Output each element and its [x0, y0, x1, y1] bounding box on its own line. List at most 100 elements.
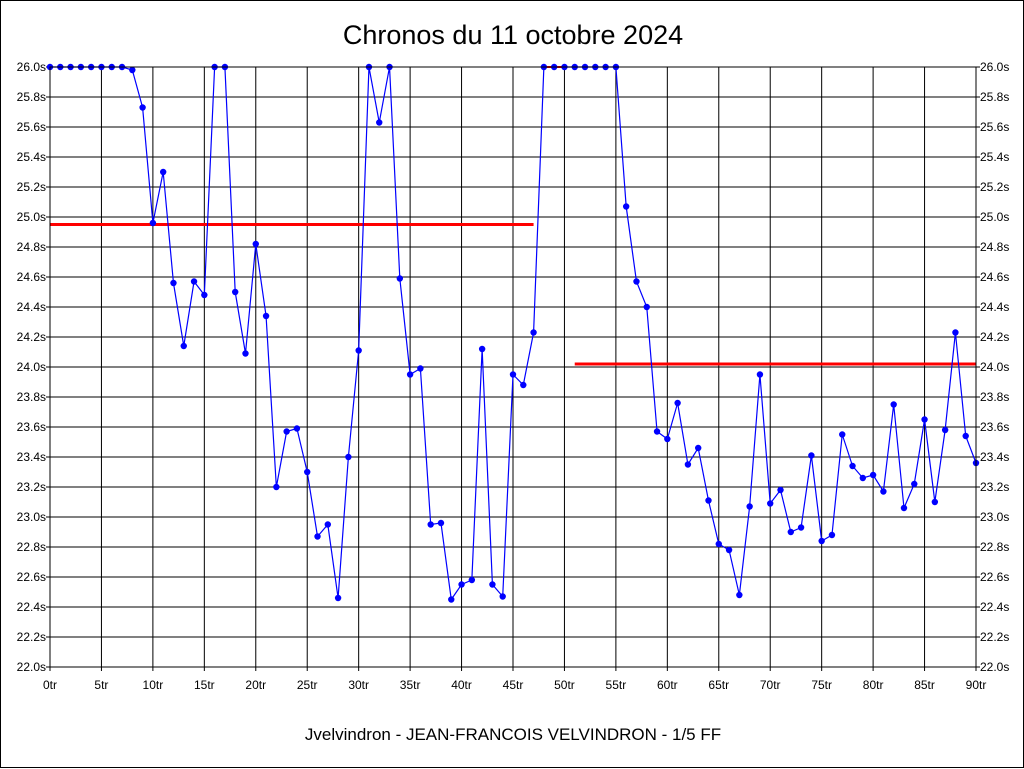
- data-point: [324, 521, 331, 528]
- data-point: [345, 453, 352, 461]
- y-tick-label-left: 22.4s: [17, 600, 46, 614]
- data-point: [334, 594, 342, 602]
- data-point: [437, 519, 445, 527]
- data-point: [921, 416, 928, 423]
- y-tick-label-right: 24.4s: [980, 300, 1009, 314]
- data-point: [499, 593, 506, 600]
- y-tick-label-right: 22.6s: [980, 570, 1009, 584]
- x-tick-label: 55tr: [606, 678, 627, 692]
- data-point: [520, 381, 527, 389]
- y-tick-label-left: 24.6s: [17, 270, 46, 284]
- data-point: [684, 461, 692, 468]
- data-point: [232, 288, 239, 296]
- x-tick-label: 5tr: [94, 678, 108, 692]
- x-tick-label: 25tr: [297, 678, 318, 692]
- data-point: [139, 104, 146, 111]
- y-tick-label-right: 24.8s: [980, 240, 1009, 254]
- y-tick-label-left: 23.6s: [17, 420, 46, 434]
- y-tick-label-right: 25.2s: [980, 180, 1009, 194]
- x-tick-label: 50tr: [554, 678, 575, 692]
- data-point: [129, 66, 136, 74]
- data-point: [653, 428, 661, 435]
- x-tick-label: 10tr: [143, 678, 164, 692]
- data-point: [355, 347, 362, 354]
- x-tick-label: 70tr: [760, 678, 781, 692]
- y-tick-label-right: 22.8s: [980, 540, 1009, 554]
- y-tick-label-left: 25.4s: [17, 150, 46, 164]
- y-tick-label-right: 25.0s: [980, 210, 1009, 224]
- data-point: [273, 483, 280, 491]
- data-point: [252, 240, 259, 248]
- data-point: [849, 462, 856, 470]
- data-point: [376, 119, 383, 126]
- y-tick-label-left: 24.4s: [17, 300, 46, 314]
- y-tick-label-right: 24.6s: [980, 270, 1009, 284]
- data-point: [314, 533, 321, 540]
- data-point: [900, 504, 908, 512]
- chart-subtitle: Jvelvindron - JEAN-FRANCOIS VELVINDRON -…: [305, 725, 721, 744]
- data-point: [509, 371, 517, 378]
- y-tick-label-right: 25.6s: [980, 120, 1009, 134]
- data-point: [952, 329, 959, 336]
- x-tick-label: 0tr: [43, 678, 57, 692]
- data-point: [695, 444, 702, 452]
- data-point: [931, 498, 939, 506]
- data-point: [869, 471, 877, 479]
- data-point: [746, 503, 753, 510]
- data-point: [190, 278, 198, 285]
- x-tick-label: 60tr: [657, 678, 678, 692]
- data-point: [478, 345, 486, 353]
- y-tick-label-right: 23.0s: [980, 510, 1009, 524]
- y-tick-label-right: 24.2s: [980, 330, 1009, 344]
- data-point: [941, 426, 949, 434]
- data-point: [633, 278, 640, 285]
- data-point: [797, 524, 805, 531]
- data-point: [725, 546, 733, 554]
- data-point: [293, 425, 301, 432]
- y-tick-label-right: 25.4s: [980, 150, 1009, 164]
- data-point: [448, 596, 455, 603]
- data-point: [767, 500, 774, 507]
- data-point: [427, 521, 434, 528]
- data-point: [828, 531, 836, 539]
- y-tick-label-left: 24.2s: [17, 330, 46, 344]
- y-tick-label-left: 24.0s: [17, 360, 46, 374]
- y-tick-label-left: 24.8s: [17, 240, 46, 254]
- data-point: [180, 342, 187, 350]
- y-tick-label-left: 23.0s: [17, 510, 46, 524]
- data-point: [622, 203, 630, 210]
- y-tick-label-left: 23.4s: [17, 450, 46, 464]
- x-tick-label: 30tr: [348, 678, 369, 692]
- plot-area-border: [49, 66, 977, 668]
- y-tick-label-left: 22.0s: [17, 660, 46, 674]
- y-tick-label-left: 22.6s: [17, 570, 46, 584]
- data-point: [777, 486, 784, 494]
- y-tick-label-right: 25.8s: [980, 90, 1009, 104]
- data-points: [46, 63, 980, 603]
- data-point: [890, 401, 897, 408]
- data-point: [396, 275, 404, 282]
- data-point: [736, 591, 743, 599]
- data-point: [468, 576, 476, 584]
- data-point: [674, 399, 681, 407]
- data-point: [201, 291, 208, 299]
- y-tick-label-left: 25.2s: [17, 180, 46, 194]
- data-point: [715, 540, 722, 548]
- y-tick-label-left: 23.2s: [17, 480, 46, 494]
- data-point: [417, 365, 424, 372]
- y-tick-label-right: 22.0s: [980, 660, 1009, 674]
- x-tick-label: 35tr: [400, 678, 421, 692]
- data-point: [262, 312, 270, 320]
- y-tick-label-left: 22.2s: [17, 630, 46, 644]
- y-tick-label-right: 23.8s: [980, 390, 1009, 404]
- x-tick-label: 40tr: [451, 678, 472, 692]
- data-point: [242, 350, 249, 357]
- data-point: [643, 303, 650, 311]
- y-tick-label-right: 23.4s: [980, 450, 1009, 464]
- y-tick-label-right: 26.0s: [980, 60, 1009, 74]
- data-point: [911, 480, 918, 488]
- data-point: [283, 428, 290, 435]
- x-tick-label: 65tr: [708, 678, 729, 692]
